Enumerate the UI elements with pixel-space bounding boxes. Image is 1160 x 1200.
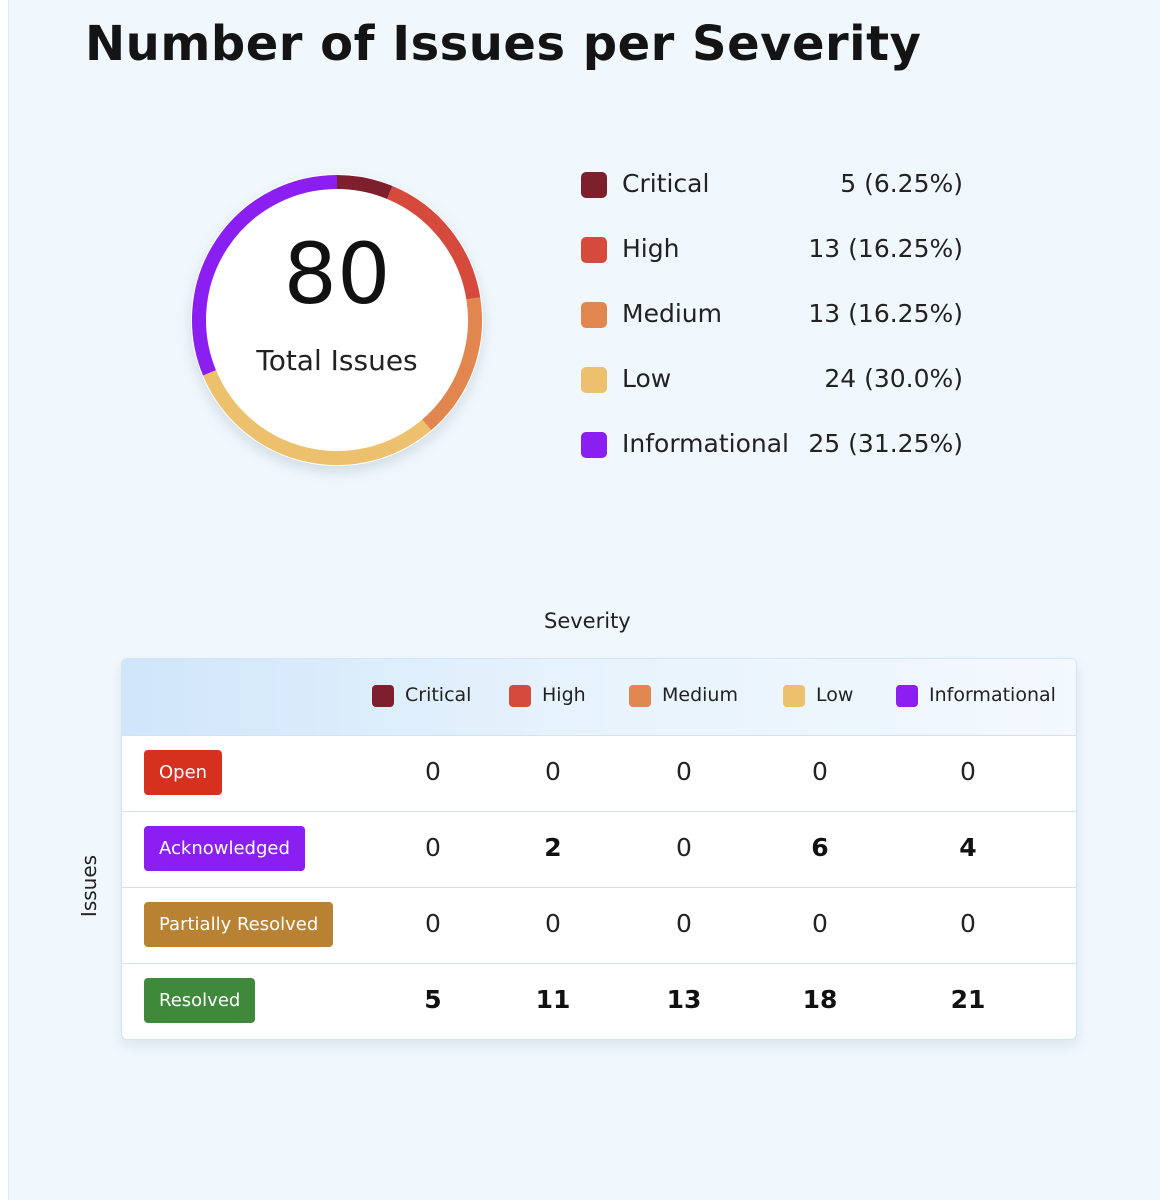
issues-axis-title: Issues	[77, 854, 101, 918]
header-swatch-high	[509, 685, 531, 707]
table-row-partially-resolved: Partially Resolved 0 0 0 0 0	[122, 887, 1076, 964]
header-swatch-informational	[896, 685, 918, 707]
cell-resolved-medium: 13	[666, 985, 702, 1014]
header-swatch-low	[783, 685, 805, 707]
report-page: Number of Issues per Severity 80 Total I…	[8, 0, 1160, 1200]
legend-label-medium: Medium	[622, 299, 722, 328]
legend-value-medium: 13 (16.25%)	[808, 299, 963, 328]
header-label-high: High	[542, 684, 586, 706]
legend-swatch-informational	[581, 432, 607, 458]
legend-label-critical: Critical	[622, 169, 710, 198]
legend-value-critical: 5 (6.25%)	[840, 169, 963, 198]
legend-value-low: 24 (30.0%)	[824, 364, 963, 393]
legend-item-critical: Critical 5 (6.25%)	[581, 165, 981, 230]
donut-segment-high	[387, 186, 481, 300]
cell-open-informational: 0	[960, 757, 976, 786]
table-row-resolved: Resolved 5 11 13 18 21	[122, 963, 1076, 1039]
header-label-low: Low	[816, 684, 854, 706]
legend-value-informational: 25 (31.25%)	[808, 429, 963, 458]
legend-item-medium: Medium 13 (16.25%)	[581, 295, 981, 360]
severity-legend: Critical 5 (6.25%) High 13 (16.25%) Medi…	[581, 165, 981, 490]
cell-partially-resolved-medium: 0	[676, 909, 692, 938]
donut-segment-low	[203, 370, 432, 465]
cell-partially-resolved-critical: 0	[425, 909, 441, 938]
donut-segment-medium	[422, 297, 482, 431]
cell-resolved-high: 11	[535, 985, 571, 1014]
donut-svg	[191, 174, 483, 466]
cell-acknowledged-low: 6	[811, 833, 829, 862]
legend-swatch-high	[581, 237, 607, 263]
cell-open-low: 0	[812, 757, 828, 786]
cell-open-high: 0	[545, 757, 561, 786]
total-issues-count: 80	[283, 225, 391, 323]
cell-resolved-critical: 5	[424, 985, 442, 1014]
cell-acknowledged-medium: 0	[676, 833, 692, 862]
table-header: Critical High Medium Low Informational	[122, 659, 1076, 736]
cell-resolved-informational: 21	[950, 985, 986, 1014]
legend-swatch-low	[581, 367, 607, 393]
legend-label-informational: Informational	[622, 429, 789, 458]
cell-acknowledged-informational: 4	[959, 833, 977, 862]
header-label-medium: Medium	[662, 684, 738, 706]
legend-label-low: Low	[622, 364, 672, 393]
legend-label-high: High	[622, 234, 680, 263]
cell-partially-resolved-high: 0	[545, 909, 561, 938]
cell-partially-resolved-informational: 0	[960, 909, 976, 938]
severity-status-table: Critical High Medium Low Informational O…	[121, 658, 1077, 1040]
header-swatch-medium	[629, 685, 651, 707]
cell-acknowledged-high: 2	[544, 833, 562, 862]
header-label-informational: Informational	[929, 684, 1056, 706]
legend-swatch-critical	[581, 172, 607, 198]
cell-resolved-low: 18	[802, 985, 838, 1014]
cell-acknowledged-critical: 0	[425, 833, 441, 862]
legend-swatch-medium	[581, 302, 607, 328]
donut-center: 80 Total Issues	[177, 160, 497, 480]
legend-item-low: Low 24 (30.0%)	[581, 360, 981, 425]
cell-partially-resolved-low: 0	[812, 909, 828, 938]
cell-open-medium: 0	[676, 757, 692, 786]
legend-item-high: High 13 (16.25%)	[581, 230, 981, 295]
table-row-acknowledged: Acknowledged 0 2 0 6 4	[122, 811, 1076, 888]
legend-value-high: 13 (16.25%)	[808, 234, 963, 263]
status-badge-resolved: Resolved	[144, 978, 256, 1023]
donut-segment-informational	[192, 175, 338, 376]
donut-segment-critical	[336, 175, 393, 200]
cell-open-critical: 0	[425, 757, 441, 786]
severity-donut-chart: 80 Total Issues	[177, 160, 497, 480]
status-badge-open: Open	[144, 750, 223, 795]
donut-background	[191, 174, 483, 466]
total-issues-label: Total Issues	[256, 344, 418, 377]
legend-item-informational: Informational 25 (31.25%)	[581, 425, 981, 490]
header-swatch-critical	[372, 685, 394, 707]
status-badge-acknowledged: Acknowledged	[144, 826, 305, 871]
status-badge-partially-resolved: Partially Resolved	[144, 902, 334, 947]
severity-axis-title: Severity	[544, 609, 631, 633]
header-label-critical: Critical	[405, 684, 472, 706]
page-title: Number of Issues per Severity	[85, 16, 922, 72]
table-row-open: Open 0 0 0 0 0	[122, 735, 1076, 812]
